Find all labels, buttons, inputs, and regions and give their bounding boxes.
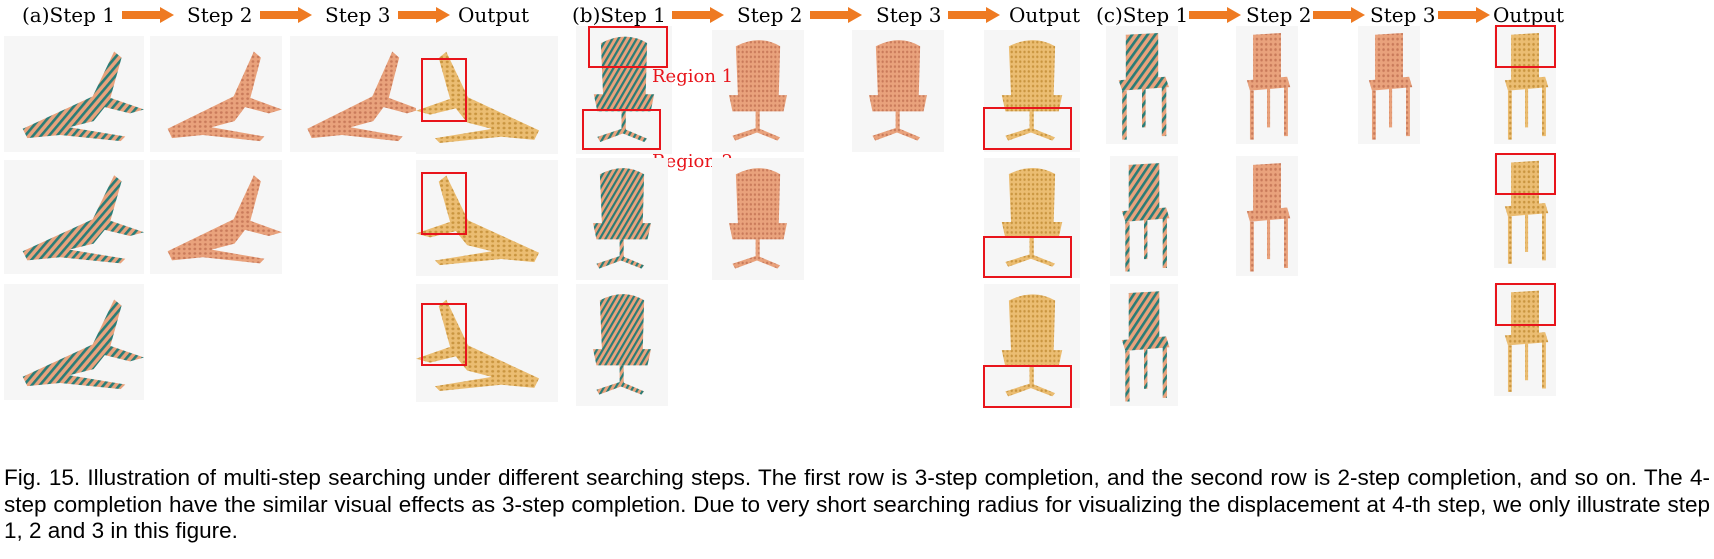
chair-step1-thumbnail: [576, 284, 668, 406]
panel-b-step3-label: Step 3: [876, 3, 942, 27]
highlight-box: [421, 303, 467, 366]
panel-a-step1-label: (a)Step 1: [22, 3, 115, 27]
airplane-output-thumbnail: [416, 160, 558, 276]
highlight-box: [983, 236, 1072, 278]
panel-b-step1-label: (b)Step 1: [572, 3, 666, 27]
figure-caption: Fig. 15. Illustration of multi-step sear…: [4, 465, 1710, 543]
stool-chair-step3-thumbnail: [1358, 26, 1420, 144]
highlight-box: [983, 107, 1072, 150]
region-1-label: Region 1: [652, 66, 734, 87]
stool-chair-step1-thumbnail: [1106, 26, 1178, 144]
stool-chair-step2-thumbnail: [1236, 156, 1298, 276]
chair-output-thumbnail: [984, 284, 1080, 408]
panel-c-step2-label: Step 2: [1246, 3, 1312, 27]
chair-output-thumbnail: [984, 30, 1080, 152]
chair-step1-thumbnail: [576, 26, 672, 154]
highlight-box: [1495, 283, 1556, 326]
airplane-step3-thumbnail: [290, 36, 420, 152]
panel-a-step2-label: Step 2: [187, 3, 253, 27]
arrow-icon: [1189, 7, 1241, 23]
highlight-box: [421, 172, 467, 235]
region-1-box: [588, 26, 668, 68]
airplane-output-thumbnail: [416, 36, 558, 154]
arrow-icon: [672, 7, 724, 23]
chair-step3-thumbnail: [852, 30, 944, 152]
chair-step2-thumbnail: [712, 158, 804, 280]
stool-chair-step1-thumbnail: [1110, 284, 1178, 406]
airplane-step2-thumbnail: [150, 36, 282, 152]
stool-chair-step1-thumbnail: [1110, 156, 1178, 276]
stool-chair-step2-thumbnail: [1236, 26, 1298, 144]
panel-c-step1-label: (c)Step 1: [1096, 3, 1189, 27]
arrow-icon: [1438, 7, 1490, 23]
arrow-icon: [948, 7, 1000, 23]
chair-step1-thumbnail: [576, 158, 668, 280]
airplane-step1-thumbnail: [4, 284, 144, 400]
chair-step2-thumbnail: [712, 30, 804, 152]
stool-chair-output-thumbnail: [1494, 154, 1556, 268]
airplane-step1-thumbnail: [4, 36, 144, 152]
panel-b-step2-label: Step 2: [737, 3, 803, 27]
highlight-box: [983, 365, 1072, 408]
panel-b-output-label: Output: [1009, 3, 1081, 27]
airplane-step1-thumbnail: [4, 160, 144, 274]
arrow-icon: [260, 7, 312, 23]
arrow-icon: [810, 7, 862, 23]
panel-a-output-label: Output: [458, 3, 530, 27]
arrow-icon: [1313, 7, 1365, 23]
airplane-step2-thumbnail: [150, 160, 282, 274]
stool-chair-output-thumbnail: [1494, 284, 1556, 396]
panel-c-step3-label: Step 3: [1370, 3, 1436, 27]
panel-c-output-label: Output: [1493, 3, 1565, 27]
stool-chair-output-thumbnail: [1494, 26, 1556, 144]
arrow-icon: [398, 7, 450, 23]
highlight-box: [1495, 153, 1556, 195]
chair-output-thumbnail: [984, 158, 1080, 278]
panel-a-step3-label: Step 3: [325, 3, 391, 27]
region-2-box: [582, 109, 661, 150]
arrow-icon: [122, 7, 174, 23]
highlight-box: [421, 58, 467, 122]
highlight-box: [1495, 25, 1556, 68]
